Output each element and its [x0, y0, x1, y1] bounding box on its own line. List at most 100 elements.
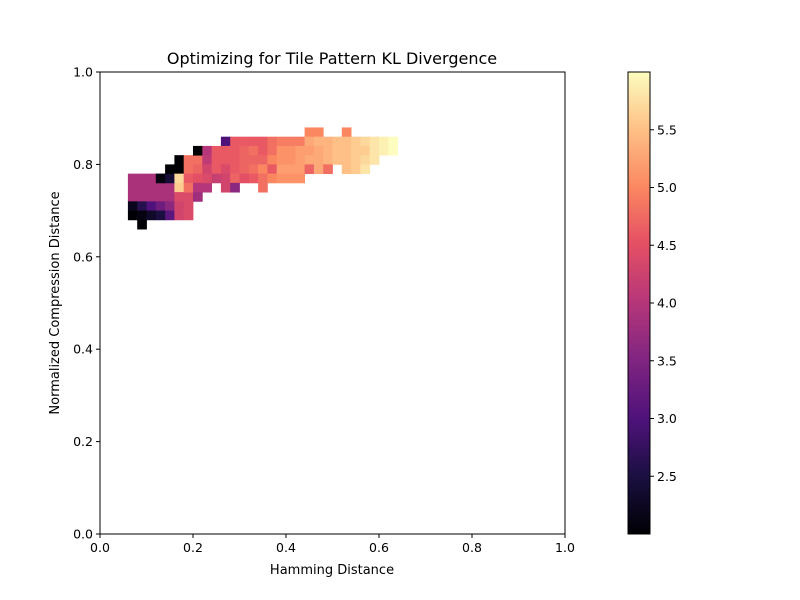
heatmap-cell [332, 145, 343, 156]
heatmap-cell [193, 192, 203, 202]
heatmap-cell [341, 145, 352, 156]
heatmap-cell [220, 173, 231, 184]
heatmap-cell [146, 182, 157, 193]
heatmap-cell [258, 145, 268, 156]
heatmap-cell [211, 164, 222, 175]
heatmap-cell [127, 210, 138, 221]
heatmap-cell [313, 155, 324, 165]
heatmap-cell [202, 155, 212, 165]
x-tick-label: 0.4 [276, 540, 296, 555]
heatmap-cell [183, 182, 194, 193]
colorbar-tick-label: 4.5 [657, 238, 677, 253]
heatmap-cell [388, 145, 398, 156]
heatmap-cell [286, 164, 296, 175]
heatmap-cell [286, 136, 296, 147]
heatmap-cell [341, 127, 352, 138]
heatmap-cell [220, 155, 231, 165]
heatmap-cell [248, 155, 259, 165]
heatmap-cell [332, 136, 343, 147]
heatmap-cell [276, 136, 287, 147]
heatmap-cell [183, 201, 194, 211]
heatmap-cell [276, 145, 287, 156]
heatmap-cell [379, 136, 389, 147]
heatmap-cell [369, 136, 380, 147]
heatmap-cell [165, 173, 175, 184]
heatmap-cell [323, 155, 333, 165]
colorbar-tick-label: 4.0 [657, 296, 677, 311]
heatmap-cell [220, 145, 231, 156]
y-tick-label: 0.4 [73, 342, 93, 357]
heatmap-cell [248, 173, 259, 184]
heatmap-cell [258, 136, 268, 147]
heatmap-cell [258, 173, 268, 184]
heatmap-cell [127, 182, 138, 193]
heatmap-cell [230, 164, 240, 175]
y-tick-label: 0.8 [73, 157, 93, 172]
heatmap-cell [193, 164, 203, 175]
heatmap-cell [202, 173, 212, 184]
heatmap-cell [174, 173, 185, 184]
x-axis-label: Hamming Distance [270, 563, 394, 578]
heatmap-cell [276, 164, 287, 175]
heatmap-cell [239, 155, 250, 165]
heatmap-cell [193, 173, 203, 184]
heatmap-cell [174, 182, 185, 193]
heatmap-cell [230, 136, 240, 147]
heatmap-cell [295, 173, 305, 184]
heatmap-cell [174, 201, 185, 211]
heatmap-cell [295, 155, 305, 165]
heatmap-cell [332, 155, 343, 165]
heatmap-cell [248, 145, 259, 156]
heatmap-cell [155, 173, 166, 184]
heatmap-cell [174, 192, 185, 202]
heatmap-cell [351, 155, 361, 165]
y-axis: 0.0 0.2 0.4 0.6 0.8 1.0 [73, 65, 100, 542]
heatmap-cell [369, 155, 380, 165]
heatmap-cell [248, 136, 259, 147]
heatmap-cell [174, 155, 185, 165]
heatmap-cell [155, 192, 166, 202]
colorbar-tick-label: 5.5 [657, 122, 677, 137]
heatmap-cell [239, 145, 250, 156]
y-tick-label: 0.6 [73, 249, 93, 264]
heatmap-cell [304, 155, 315, 165]
heatmap-cell [267, 136, 278, 147]
heatmap-cell [137, 210, 147, 221]
heatmap-cell [202, 182, 212, 193]
heatmap-cell [165, 164, 175, 175]
heatmap-cell [211, 155, 222, 165]
heatmap-cell [202, 164, 212, 175]
heatmap-cell [286, 173, 296, 184]
x-tick-label: 0.2 [183, 540, 203, 555]
heatmap-cell [267, 164, 278, 175]
heatmap-cell [304, 136, 315, 147]
heatmap-cell [127, 192, 138, 202]
heatmap-cell [341, 136, 352, 147]
heatmap-cell [313, 164, 324, 175]
heatmap-cell [127, 173, 138, 184]
heatmap-cell [211, 145, 222, 156]
heatmap-cell [165, 201, 175, 211]
heatmap-cell [183, 210, 194, 221]
heatmap-cell [341, 164, 352, 175]
heatmap-cell [388, 136, 398, 147]
heatmap-cell [137, 173, 147, 184]
heatmap-cell [304, 164, 315, 175]
colorbar-tick-label: 3.5 [657, 353, 677, 368]
heatmap-cell [351, 145, 361, 156]
heatmap-cell [183, 192, 194, 202]
heatmap-cell [211, 173, 222, 184]
heatmap-cell [146, 201, 157, 211]
x-tick-label: 0.8 [462, 540, 482, 555]
heatmap-cell [323, 136, 333, 147]
colorbar-tick-label: 3.0 [657, 411, 677, 426]
heatmap-cell [248, 164, 259, 175]
y-tick-label: 1.0 [73, 65, 93, 80]
heatmap-cell [258, 164, 268, 175]
heatmap-cell [230, 155, 240, 165]
heatmap-cell [230, 145, 240, 156]
heatmap-cell [304, 145, 315, 156]
plot-frame [99, 71, 566, 535]
heatmap-cell [193, 145, 203, 156]
heatmap-cell [137, 201, 147, 211]
